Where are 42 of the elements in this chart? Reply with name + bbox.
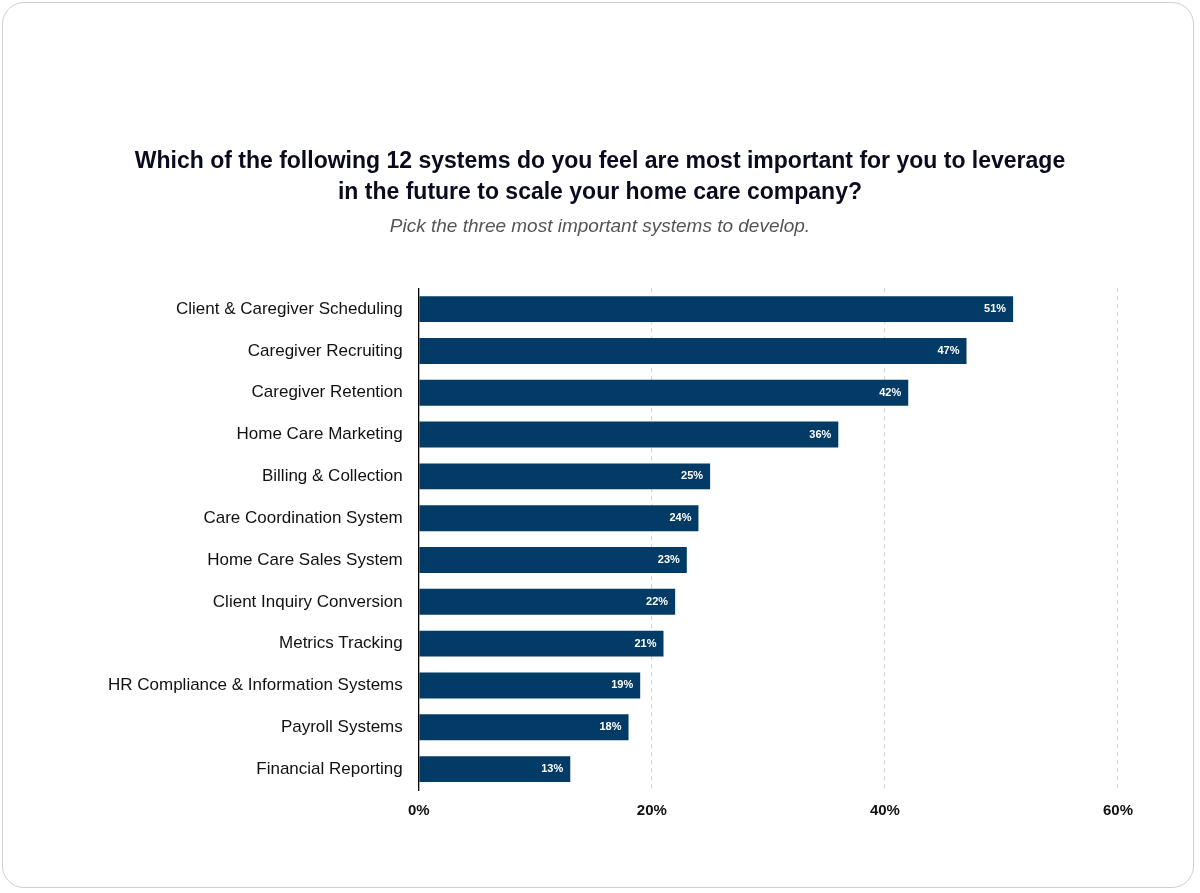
bar [419,588,676,615]
y-tick-label: Home Care Marketing [236,424,403,444]
data-label: 36% [809,427,832,440]
y-tick-label: Care Coordination System [203,507,403,527]
y-tick-label: Financial Reporting [256,758,403,778]
y-tick-label: Client & Caregiver Scheduling [175,298,403,318]
bar [419,463,711,490]
bar [419,714,629,741]
data-label: 22% [646,594,669,607]
y-tick-label: Caregiver Retention [251,382,403,402]
y-tick-label: Client Inquiry Conversion [212,591,403,611]
data-label: 23% [657,553,681,566]
data-label: 42% [879,385,902,398]
x-tick-label: 60% [1102,801,1134,819]
bar [419,672,641,699]
bar [419,756,571,783]
x-tick-label: 20% [636,801,667,819]
x-tick-label: 0% [407,801,430,819]
bar [419,296,1014,323]
y-tick-label: Caregiver Recruiting [247,340,403,360]
data-label: 19% [611,678,634,691]
chart-title: Which of the following 12 systems do you feel are most important for you to leverage in the future to scale your home care company? [133,146,1067,206]
y-tick-label: HR Compliance & Information Systems [107,675,403,695]
y-tick-label: Payroll Systems [280,716,403,736]
data-label: 51% [984,302,1007,315]
chart-subtitle: Pick the three most important systems to develop. [388,215,812,237]
x-tick-label: 40% [869,801,900,819]
data-label: 13% [541,762,564,775]
y-tick-label: Metrics Tracking [279,633,403,653]
bar [419,630,664,657]
data-label: 24% [669,511,692,524]
bar [419,421,839,448]
bar [419,547,687,573]
data-label: 18% [599,720,622,733]
bar [419,505,699,532]
y-tick-label: Home Care Sales System [207,549,403,569]
data-label: 21% [634,636,657,649]
y-tick-label: Billing & Collection [261,466,403,486]
data-label: 47% [937,343,960,356]
data-label: 25% [681,469,704,482]
bar [419,379,909,406]
bar [419,337,967,364]
